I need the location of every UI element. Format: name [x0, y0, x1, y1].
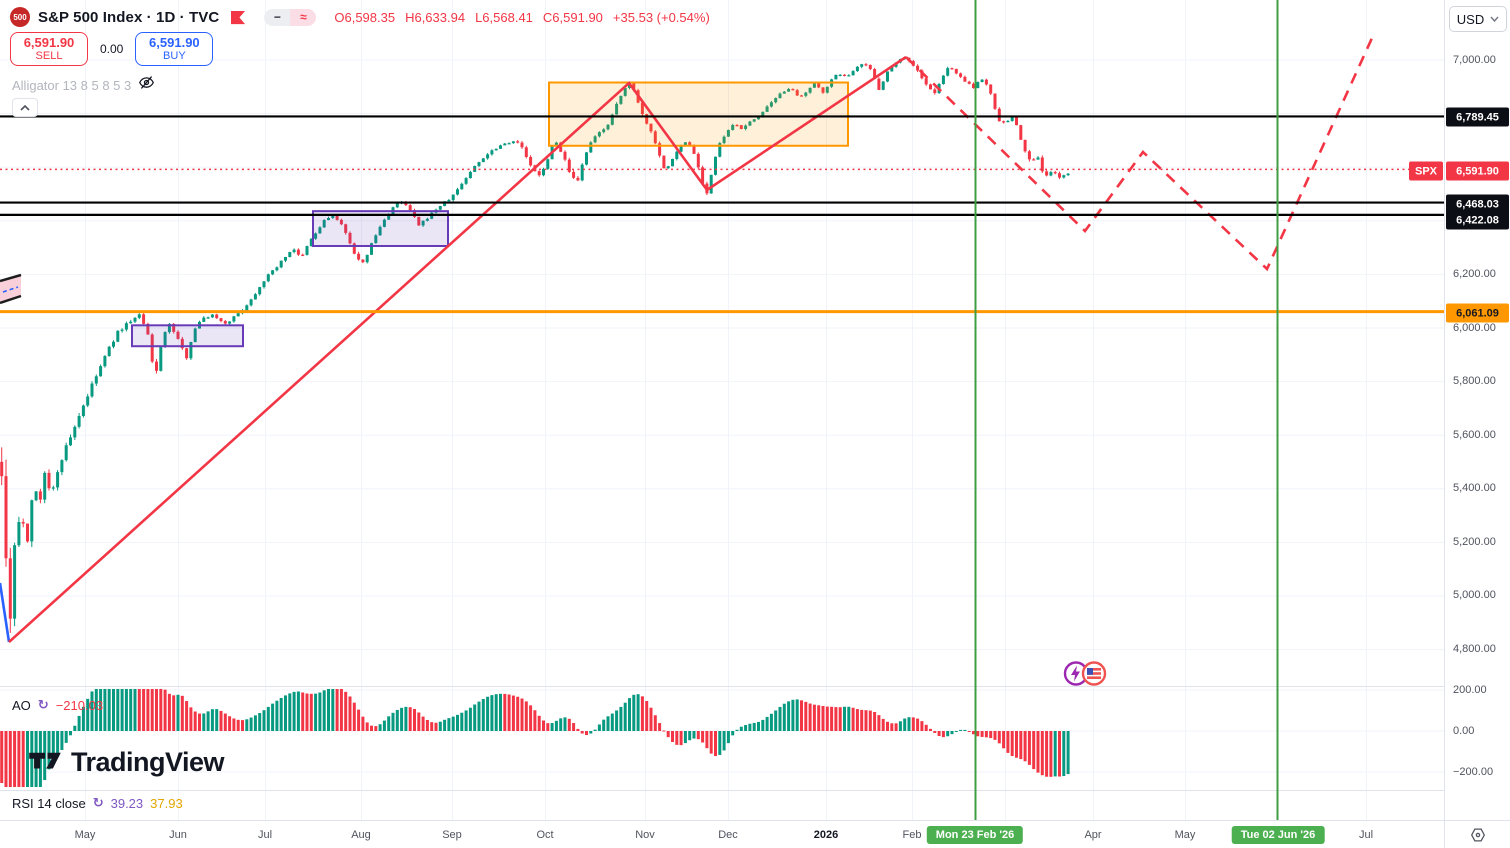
price-tick: 7,000.00 [1453, 54, 1496, 66]
ao-pane-header: AO ↻ −210.03 [12, 697, 103, 713]
trendline-solid [8, 55, 907, 643]
tradingview-logo-icon [28, 744, 62, 781]
eye-off-icon[interactable] [138, 74, 155, 96]
time-tick: Apr [1084, 828, 1102, 841]
time-axis[interactable]: May Jun Jul Aug Sep Oct Nov Dec 2026 Feb Apr May Jul… [0, 820, 1444, 848]
ao-histogram [0, 689, 1070, 787]
ao-sync-icon[interactable]: ↻ [37, 697, 49, 712]
vline-date-badge[interactable]: Tue 02 Jun '26 [1231, 825, 1325, 844]
rsi-sync-icon[interactable]: ↻ [92, 795, 104, 810]
ao-value: −210.03 [55, 697, 104, 713]
time-tick: Oct [536, 828, 554, 841]
time-tick: Aug [351, 828, 371, 841]
price-tick: 5,400.00 [1453, 482, 1496, 494]
time-tick: May [74, 828, 96, 841]
alligator-label[interactable]: Alligator 13 8 5 8 5 3 [12, 77, 132, 93]
currency-label: USD [1456, 11, 1485, 27]
rsi-value-2: 37.93 [150, 795, 183, 811]
price-tick: 4,800.00 [1453, 643, 1496, 655]
drawings [0, 0, 1444, 820]
price-tick: 0.00 [1453, 725, 1475, 737]
currency-dropdown[interactable]: USD [1449, 6, 1507, 32]
change-value: +35.53 (+0.54%) [612, 9, 710, 25]
symbol-title[interactable]: S&P 500 Index · 1D · TVC [38, 8, 220, 26]
collapse-pane-button[interactable] [12, 98, 38, 117]
time-tick: Jul [1358, 828, 1374, 841]
chevron-down-icon [1490, 16, 1499, 22]
symbol-logo: 500 [10, 7, 30, 27]
indicator-row: Alligator 13 8 5 8 5 3 [12, 74, 155, 96]
rsi-label[interactable]: RSI 14 close [12, 795, 86, 811]
ohlc-c: C6,591.90 [542, 9, 603, 25]
price-level-badge: 6,422.08 [1446, 210, 1509, 230]
price-tick: 200.00 [1453, 684, 1487, 696]
minus-toggle-icon[interactable]: − [264, 8, 291, 26]
us-flag-event-icon [1081, 661, 1107, 686]
time-tick: May [1174, 828, 1196, 841]
trendline-projection [905, 37, 1374, 272]
orange-box [548, 81, 849, 147]
sell-price: 6,591.90 [23, 34, 75, 50]
chart-canvas[interactable] [0, 0, 1444, 820]
price-level-badge: 6,468.03 [1446, 194, 1509, 214]
price-tick: 6,200.00 [1453, 268, 1496, 280]
purple-box [312, 210, 449, 247]
ohlc-l: L6,568.41 [475, 9, 533, 25]
vline-date-badge[interactable]: Mon 23 Feb '26 [926, 825, 1024, 844]
time-tick: Dec [718, 828, 738, 841]
buy-label: BUY [163, 50, 186, 63]
time-tick: Jun [169, 828, 187, 841]
time-tick: Nov [635, 828, 655, 841]
time-tick: Jul [257, 828, 273, 841]
purple-box [131, 324, 244, 348]
price-tick: 5,800.00 [1453, 375, 1496, 387]
tradingview-watermark: TradingView [28, 744, 225, 781]
chart-header: 500 S&P 500 Index · 1D · TVC − ≈ O6,598.… [10, 7, 710, 27]
price-tick: 5,600.00 [1453, 429, 1496, 441]
buy-price: 6,591.90 [149, 34, 200, 50]
price-axis[interactable]: USD 7,000.00 6,200.00 6,000.00 5,800.00 5,60… [1444, 0, 1510, 820]
price-level-badge: 6,061.09 [1446, 303, 1509, 323]
time-tick: Feb [902, 828, 922, 841]
rsi-pane-header: RSI 14 close ↻ 39.23 37.93 [12, 795, 183, 811]
axis-corner[interactable] [1444, 820, 1510, 848]
rsi-value-1: 39.23 [110, 795, 144, 811]
spx-price-tag: SPX [1408, 161, 1443, 181]
watermark-text: TradingView [71, 747, 225, 777]
indicator-toggle-pill[interactable]: − ≈ [264, 8, 317, 26]
price-level-badge: 6,789.45 [1446, 107, 1509, 127]
timezone-settings-icon [1470, 828, 1485, 841]
ohlc-h: H6,633.94 [405, 9, 466, 25]
approx-toggle-icon[interactable]: ≈ [290, 8, 317, 26]
price-tick: 5,200.00 [1453, 536, 1496, 548]
price-tick: −200.00 [1453, 766, 1494, 778]
buy-button[interactable]: 6,591.90 BUY [135, 32, 214, 66]
event-icons[interactable] [1062, 659, 1108, 688]
ohlc-values: O6,598.35 H6,633.94 L6,568.41 C6,591.90 +35… [334, 10, 709, 25]
price-tick: 5,000.00 [1453, 589, 1496, 601]
sell-button[interactable]: 6,591.90 SELL [10, 32, 88, 66]
price-tick: 6,000.00 [1453, 322, 1496, 334]
ohlc-o: O6,598.35 [334, 9, 396, 25]
ao-label[interactable]: AO [12, 697, 31, 713]
trade-panel: 6,591.90 SELL 0.00 6,591.90 BUY [10, 32, 214, 66]
sell-label: SELL [35, 50, 63, 63]
spread-value: 0.00 [98, 42, 126, 56]
ohlc-slot: O6,598.35 H6,633.94 L6,568.41 C6,591.90 [334, 10, 603, 25]
time-tick: 2026 [813, 828, 839, 841]
flag-icon[interactable] [231, 10, 246, 25]
price-level-badge: 6,591.90 [1446, 161, 1509, 181]
time-tick: Sep [442, 828, 462, 841]
